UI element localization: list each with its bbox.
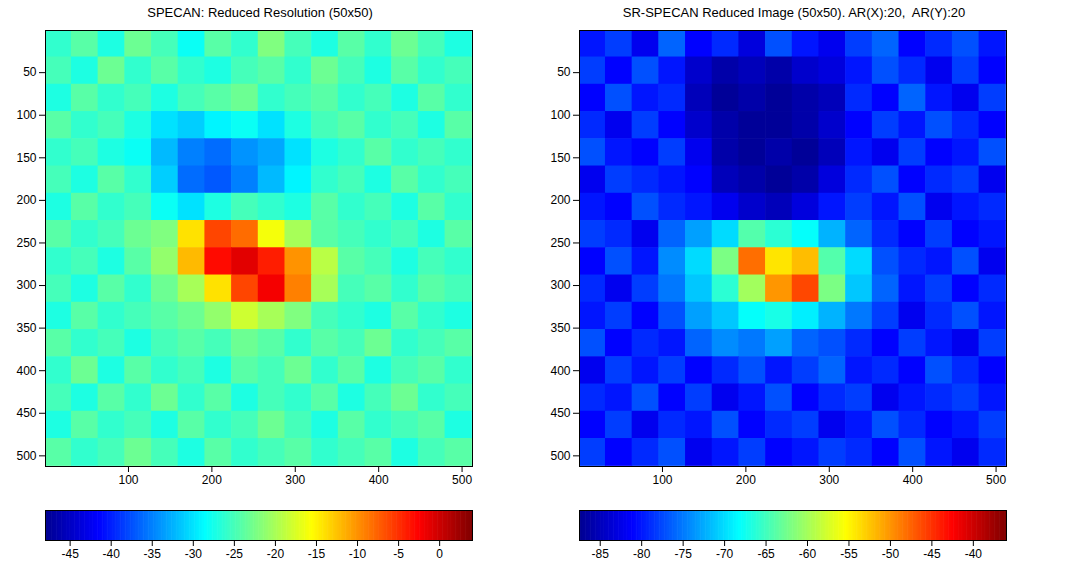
svg-text:50: 50 — [557, 65, 571, 79]
svg-text:-55: -55 — [840, 547, 858, 561]
svg-text:-25: -25 — [226, 547, 244, 561]
svg-text:100: 100 — [118, 473, 138, 487]
html-text:SR-SPECAN Reduced Image (50x50: SR-SPECAN Reduced Image (50x50). AR(X):2… — [622, 5, 966, 20]
svg-text:-10: -10 — [349, 547, 367, 561]
svg-text:-5: -5 — [393, 547, 404, 561]
svg-text:-50: -50 — [882, 547, 900, 561]
svg-text:-75: -75 — [674, 547, 692, 561]
svg-text:350: 350 — [16, 321, 36, 335]
svg-text:150: 150 — [550, 151, 570, 165]
svg-text:350: 350 — [550, 321, 570, 335]
svg-text:100: 100 — [652, 473, 672, 487]
svg-text:200: 200 — [202, 473, 222, 487]
svg-text:-45: -45 — [61, 547, 79, 561]
svg-text:400: 400 — [369, 473, 389, 487]
html-text:SPECAN: Reduced Resolution (50: SPECAN: Reduced Resolution (50x50) — [147, 5, 373, 20]
svg-text:-30: -30 — [185, 547, 203, 561]
svg-text:0: 0 — [436, 547, 443, 561]
svg-text:-15: -15 — [308, 547, 326, 561]
svg-text:-70: -70 — [716, 547, 734, 561]
svg-text:50: 50 — [23, 65, 37, 79]
svg-text:400: 400 — [550, 364, 570, 378]
svg-text:200: 200 — [16, 193, 36, 207]
svg-text:500: 500 — [452, 473, 472, 487]
svg-text:100: 100 — [16, 108, 36, 122]
svg-text:200: 200 — [736, 473, 756, 487]
svg-text:-20: -20 — [267, 547, 285, 561]
svg-text:200: 200 — [550, 193, 570, 207]
svg-text:500: 500 — [986, 473, 1006, 487]
svg-text:300: 300 — [285, 473, 305, 487]
svg-text:400: 400 — [903, 473, 923, 487]
svg-text:450: 450 — [16, 406, 36, 420]
svg-text:250: 250 — [16, 236, 36, 250]
svg-text:-65: -65 — [757, 547, 775, 561]
svg-text:500: 500 — [16, 449, 36, 463]
svg-text:100: 100 — [550, 108, 570, 122]
svg-text:300: 300 — [16, 278, 36, 292]
svg-text:300: 300 — [819, 473, 839, 487]
svg-text:400: 400 — [16, 364, 36, 378]
svg-text:-60: -60 — [799, 547, 817, 561]
svg-text:-40: -40 — [103, 547, 121, 561]
svg-text:-80: -80 — [633, 547, 651, 561]
svg-text:-40: -40 — [965, 547, 983, 561]
svg-text:-45: -45 — [923, 547, 941, 561]
svg-text:300: 300 — [550, 278, 570, 292]
svg-text:500: 500 — [550, 449, 570, 463]
svg-text:250: 250 — [550, 236, 570, 250]
svg-text:-35: -35 — [144, 547, 162, 561]
svg-text:450: 450 — [550, 406, 570, 420]
svg-text:-85: -85 — [592, 547, 610, 561]
svg-text:150: 150 — [16, 151, 36, 165]
